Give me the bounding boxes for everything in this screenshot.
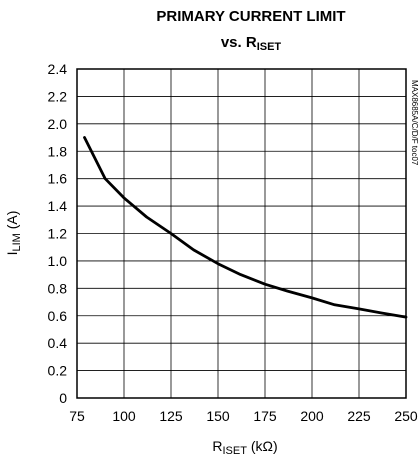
x-tick-label-4: 175: [253, 408, 277, 424]
x-tick-label-7: 250: [394, 408, 418, 424]
y-axis-label: ILIM (A): [4, 211, 23, 256]
chart-title-subscript: ISET: [257, 41, 282, 53]
figure-id: MAX8685A/C/D/F toc07: [410, 80, 419, 166]
x-tick-labels: 75 100 125 150 175 200 225 250: [69, 408, 418, 424]
x-tick-label-2: 125: [159, 408, 183, 424]
x-tick-label-3: 150: [206, 408, 230, 424]
x-tick-label-6: 225: [347, 408, 371, 424]
grid: [76, 68, 407, 399]
chart-title-line1: PRIMARY CURRENT LIMIT: [156, 8, 345, 25]
x-tick-label-1: 100: [112, 408, 136, 424]
y-tick-label-1: 0.2: [48, 363, 68, 379]
y-tick-label-7: 1.4: [48, 198, 68, 214]
x-axis-label: RISET (kΩ): [212, 438, 277, 457]
y-tick-label-11: 2.2: [48, 88, 68, 104]
y-tick-label-2: 0.4: [48, 335, 68, 351]
chart-title-line2: vs. RISET: [221, 34, 282, 53]
y-tick-label-9: 1.8: [48, 143, 68, 159]
y-tick-label-6: 1.2: [48, 226, 68, 242]
y-tick-labels: 0 0.2 0.4 0.6 0.8 1.0 1.2 1.4 1.6 1.8 2.0 2.2 2.4: [48, 61, 68, 406]
y-tick-label-10: 2.0: [48, 116, 68, 132]
y-tick-label-12: 2.4: [48, 61, 68, 77]
y-tick-label-4: 0.8: [48, 280, 68, 296]
y-tick-label-8: 1.6: [48, 171, 68, 187]
y-tick-label-0: 0: [59, 390, 67, 406]
y-tick-label-3: 0.6: [48, 308, 68, 324]
series-line-current-limit: [83, 136, 408, 319]
plot-frame: [76, 68, 407, 399]
y-tick-label-5: 1.0: [48, 253, 68, 269]
x-tick-label-5: 200: [300, 408, 324, 424]
x-tick-label-0: 75: [69, 408, 85, 424]
